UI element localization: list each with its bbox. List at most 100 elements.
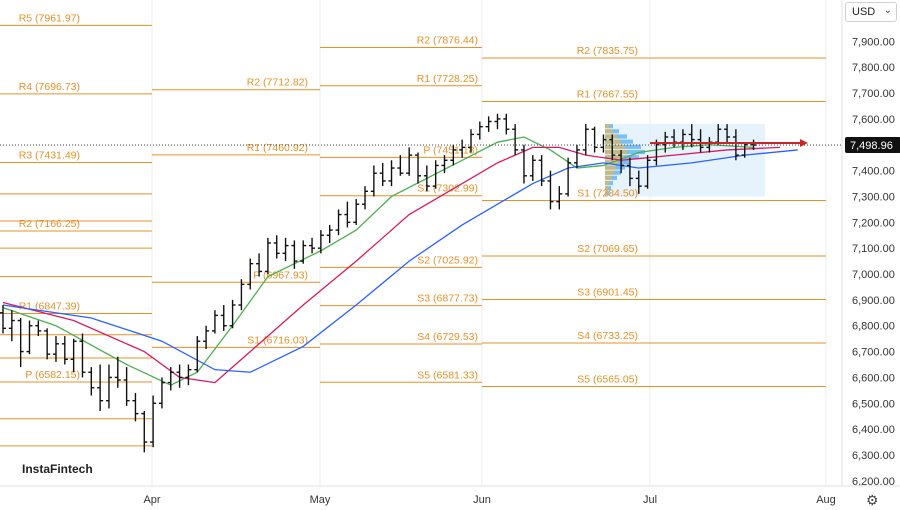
gear-icon[interactable]: ⚙: [866, 492, 879, 508]
ohlc-bar: [282, 237, 289, 262]
ohlc-bar: [194, 336, 201, 373]
ohlc-bar: [114, 356, 121, 388]
pivot-label: S2 (7069.65): [577, 243, 638, 255]
ohlc-bar: [150, 395, 157, 448]
ohlc-bar: [247, 258, 254, 290]
y-tick-label: 6,900.00: [852, 295, 895, 307]
profile-bar-inner: [605, 149, 627, 155]
ohlc-bar: [158, 377, 165, 409]
ohlc-bar: [167, 367, 174, 391]
ohlc-bar: [70, 338, 77, 373]
x-tick-label: May: [310, 494, 331, 506]
y-tick-label: 6,300.00: [852, 450, 895, 462]
y-tick-label: 6,600.00: [852, 372, 895, 384]
ohlc-bar: [494, 113, 501, 130]
ohlc-bar: [79, 333, 86, 378]
volume-profile: [605, 124, 765, 197]
marker-arrow: [800, 139, 808, 148]
x-tick-label: Jul: [643, 494, 657, 506]
pivot-levels: R5 (7961.97) R4 (7696.73) R3 (7431.49) R2 (…: [0, 12, 826, 447]
y-tick-label: 6,200.00: [852, 476, 895, 488]
ohlc-bar: [105, 364, 112, 409]
ohlc-bar: [573, 144, 580, 169]
current-price-badge: [845, 137, 900, 154]
ohlc-bar: [220, 305, 227, 331]
pivot-label: R2 (7835.75): [577, 45, 638, 57]
y-tick-label: 6,700.00: [852, 347, 895, 359]
y-tick-label: 6,500.00: [852, 398, 895, 410]
ohlc-bar: [238, 279, 245, 311]
profile-box: [605, 124, 765, 197]
ohlc-bar: [97, 364, 104, 412]
y-tick-label: 7,900.00: [852, 36, 895, 48]
profile-bar-inner: [605, 175, 612, 180]
ohlc-bar: [317, 230, 324, 254]
ohlc-bar: [467, 129, 474, 153]
y-tick-label: 6,400.00: [852, 424, 895, 436]
ohlc-bar: [459, 139, 466, 158]
y-tick-label: 7,000.00: [852, 269, 895, 281]
ohlc-bar: [609, 134, 616, 161]
pivot-label: R2 (7712.82): [247, 77, 308, 89]
ohlc-bar: [123, 367, 130, 406]
ohlc-bar: [441, 155, 448, 174]
ohlc-bar: [485, 116, 492, 132]
ohlc-bar: [724, 124, 731, 143]
ohlc-bar: [379, 162, 386, 187]
ohlc-bar: [264, 237, 271, 275]
ohlc-bar: [273, 235, 280, 259]
ohlc-bar: [406, 147, 413, 176]
x-axis: Apr May Jun Jul Aug: [0, 485, 900, 506]
ohlc-bar: [0, 305, 6, 334]
profile-bar-inner: [605, 191, 608, 196]
pivot-label: R2 (7876.44): [417, 34, 478, 46]
ohlc-bar: [141, 411, 148, 453]
ohlc-bar: [61, 336, 68, 365]
x-tick-label: Aug: [816, 494, 836, 506]
pivot-label: R2 (7166.25): [19, 218, 80, 230]
ohlc-bar: [300, 240, 307, 264]
ohlc-bar: [229, 299, 236, 329]
ohlc-bar: [35, 320, 42, 337]
ohlc-bar: [291, 240, 298, 269]
ohlc-bar: [344, 201, 351, 228]
ohlc-bar: [26, 320, 33, 355]
y-tick-label: 7,800.00: [852, 62, 895, 74]
ohlc-bar: [415, 152, 422, 184]
ohlc-bar: [335, 209, 342, 236]
pivot-label: S3 (6901.45): [577, 286, 638, 298]
profile-bar-inner: [605, 124, 610, 129]
pivot-label: R1 (7667.55): [577, 88, 638, 100]
chevron-down-icon: ⌄: [883, 5, 892, 16]
ohlc-bar: [556, 186, 563, 210]
ohlc-bar: [600, 134, 607, 153]
pivot-label: S1 (7302.99): [417, 183, 478, 195]
profile-bar-inner: [605, 170, 614, 175]
currency-selector[interactable]: USD ⌄: [845, 2, 897, 22]
ohlc-bar: [635, 170, 642, 194]
ohlc-bar: [538, 155, 545, 187]
grid-lines: [151, 0, 827, 486]
price-bars: [0, 113, 757, 453]
ohlc-bar: [476, 121, 483, 140]
y-axis: 6,200.00 6,300.00 6,400.00 6,500.00 6,600.00…: [841, 0, 900, 488]
ohlc-bar: [309, 237, 316, 254]
pivot-label: R4 (7696.73): [19, 81, 80, 93]
profile-bar-inner: [605, 144, 625, 149]
ohlc-bar: [132, 392, 139, 422]
pivot-label: S3 (6877.73): [417, 293, 478, 305]
ohlc-bar: [529, 155, 536, 181]
y-tick-label: 7,300.00: [852, 191, 895, 203]
pivot-label: S5 (6565.05): [577, 373, 638, 385]
ohlc-bar: [88, 367, 95, 396]
ohlc-bar: [565, 157, 572, 197]
ohlc-bar: [547, 170, 554, 210]
y-tick-label: 6,800.00: [852, 321, 895, 333]
ohlc-bar: [17, 317, 24, 368]
pivot-label: R5 (7961.97): [19, 12, 80, 24]
ohlc-bar: [353, 199, 360, 225]
ohlc-bar: [44, 328, 51, 360]
ohlc-bar: [388, 160, 395, 187]
ohlc-bar: [503, 113, 510, 135]
